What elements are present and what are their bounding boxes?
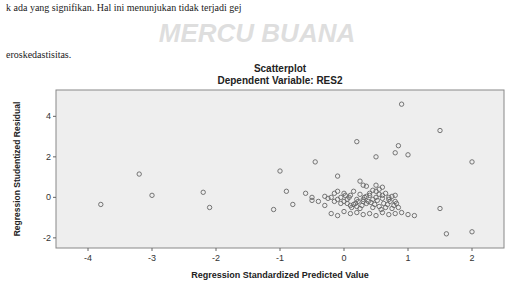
tick-label: 2 <box>469 253 474 263</box>
point <box>393 151 397 155</box>
tick-label: -2 <box>43 233 51 243</box>
point <box>383 191 387 195</box>
point <box>335 174 339 178</box>
point <box>342 191 346 195</box>
point <box>284 189 288 193</box>
tick <box>152 248 153 251</box>
x-axis-label: Regression Standardized Predicted Value <box>191 270 369 280</box>
point <box>201 190 205 194</box>
point <box>323 203 327 207</box>
watermark: MERCU BUANA <box>159 18 355 48</box>
point <box>278 169 282 173</box>
point <box>373 202 377 206</box>
point <box>393 211 397 215</box>
point <box>271 207 275 211</box>
point <box>348 211 352 215</box>
point <box>355 197 359 201</box>
annotation: k ada yang signifikan. Hal ini menunjuka… <box>6 2 242 13</box>
point <box>348 193 352 197</box>
tick <box>472 248 473 251</box>
point <box>393 199 397 203</box>
point <box>396 144 400 148</box>
point <box>361 199 365 203</box>
point <box>342 209 346 213</box>
tick-label: -4 <box>84 253 92 263</box>
point <box>358 192 362 196</box>
tick <box>53 116 56 117</box>
tick <box>408 248 409 251</box>
point <box>396 205 400 209</box>
point <box>303 191 307 195</box>
subtitle: Dependent Variable: RES2 <box>217 75 342 86</box>
point <box>399 210 403 214</box>
point <box>470 230 474 234</box>
tick <box>53 237 56 238</box>
point <box>316 199 320 203</box>
tick-label: 0 <box>46 192 51 202</box>
tick <box>344 248 345 251</box>
point <box>355 210 359 214</box>
point <box>329 195 333 199</box>
annotation: eroskedastisitas. <box>6 49 71 60</box>
tick <box>53 197 56 198</box>
points <box>99 102 475 236</box>
point <box>374 183 378 187</box>
point <box>310 195 314 199</box>
point <box>387 212 391 216</box>
point <box>412 213 416 217</box>
point <box>444 232 448 236</box>
tick <box>53 156 56 157</box>
point <box>390 194 394 198</box>
plot-area <box>56 90 504 248</box>
point <box>380 210 384 214</box>
point <box>335 189 339 193</box>
chart: MERCU BUANA k ada yang signifikan. Hal in… <box>0 0 514 288</box>
point <box>377 192 381 196</box>
tick-label: 1 <box>405 253 410 263</box>
tick-label: 2 <box>46 152 51 162</box>
point <box>406 153 410 157</box>
point <box>99 202 103 206</box>
tick-label: -1 <box>276 253 284 263</box>
point <box>329 211 333 215</box>
point <box>470 160 474 164</box>
point <box>361 212 365 216</box>
point <box>371 188 375 192</box>
point <box>374 213 378 217</box>
point <box>380 196 384 200</box>
point <box>374 155 378 159</box>
point <box>137 172 141 176</box>
point <box>377 187 381 191</box>
point <box>150 193 154 197</box>
point <box>367 211 371 215</box>
point <box>332 199 336 203</box>
point <box>339 201 343 205</box>
point <box>364 184 368 188</box>
point <box>406 212 410 216</box>
point <box>291 202 295 206</box>
point <box>339 195 343 199</box>
point <box>355 139 359 143</box>
tick-label: -2 <box>212 253 220 263</box>
tick-label: 0 <box>341 253 346 263</box>
tick-label: 4 <box>46 111 51 121</box>
point <box>207 205 211 209</box>
point <box>438 128 442 132</box>
title: Scatterplot <box>254 63 307 74</box>
tick <box>88 248 89 251</box>
point <box>345 197 349 201</box>
point <box>351 189 355 193</box>
point <box>313 160 317 164</box>
point <box>438 206 442 210</box>
y-axis-label: Regression Studentized Residual <box>12 102 22 237</box>
point <box>399 102 403 106</box>
point <box>335 213 339 217</box>
point <box>358 179 362 183</box>
tick <box>216 248 217 251</box>
tick <box>280 248 281 251</box>
tick-label: -3 <box>148 253 156 263</box>
